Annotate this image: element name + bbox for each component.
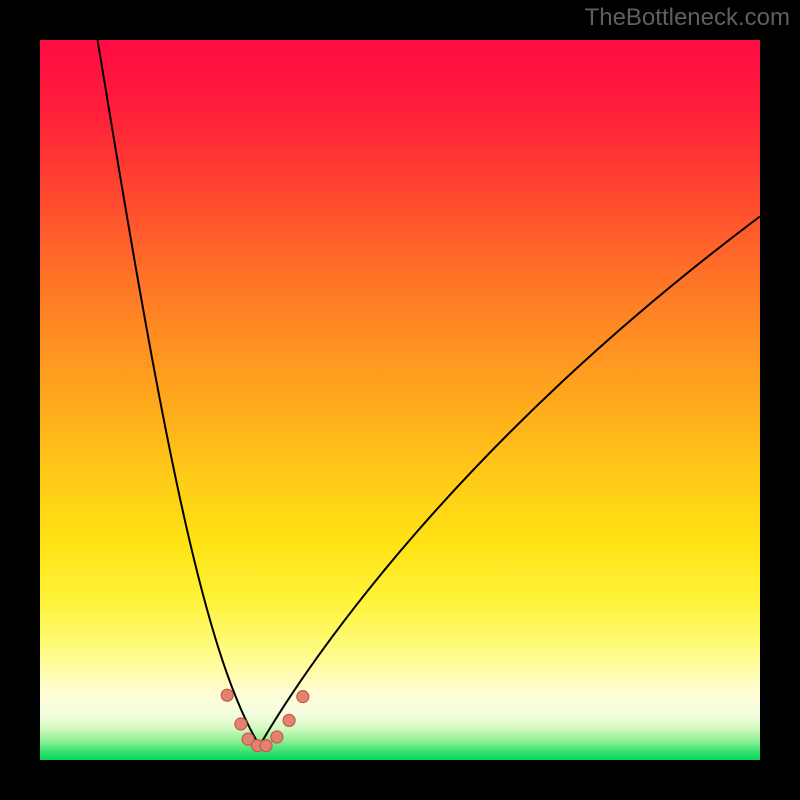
curve-marker (297, 691, 309, 703)
gradient-background (40, 40, 760, 760)
plot-svg (40, 40, 760, 760)
curve-marker (260, 740, 272, 752)
chart-stage: TheBottleneck.com (0, 0, 800, 800)
plot-area (40, 40, 760, 760)
curve-marker (235, 718, 247, 730)
curve-marker (283, 714, 295, 726)
watermark-text: TheBottleneck.com (585, 4, 790, 32)
curve-marker (221, 689, 233, 701)
curve-marker (271, 731, 283, 743)
